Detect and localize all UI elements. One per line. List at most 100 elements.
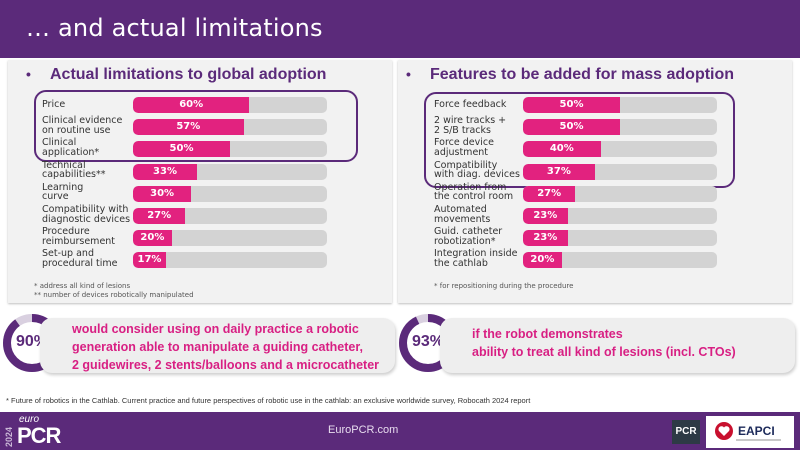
bar-fill xyxy=(523,230,568,247)
eapci-text: EAPCI xyxy=(738,424,775,438)
bar-fill xyxy=(133,208,186,224)
bar-label-line: procedural time xyxy=(42,257,118,269)
bar-label: Compatibility with diag. devices xyxy=(434,161,520,180)
bar-label-line: movements xyxy=(434,213,491,225)
bar-label-line: Operation from xyxy=(434,181,507,193)
features-heading: • Features to be added for mass adoption xyxy=(406,66,734,84)
logo-year-text: 2024 xyxy=(4,427,14,447)
bar-label-line: Set-up and xyxy=(42,248,94,260)
source-citation: * Future of robotics in the Cathlab. Cur… xyxy=(6,396,531,405)
bar-row: Clinical application* 50% xyxy=(8,138,392,160)
heart-icon xyxy=(715,422,733,440)
bar-label-line: Integration inside xyxy=(434,248,518,260)
bar-label-line: 2 S/B tracks xyxy=(434,124,491,136)
pcr-logo: PCR xyxy=(672,420,700,444)
bar-fill xyxy=(523,208,568,224)
logo-year: 2024 xyxy=(4,427,14,447)
bar-row: Price 60% xyxy=(8,94,392,116)
bar-value-label: 23% xyxy=(533,210,558,221)
bar-fill xyxy=(523,185,576,202)
bullet-icon: • xyxy=(406,66,411,82)
bar-label: Price xyxy=(42,100,65,110)
percent-label-93: 93% xyxy=(411,333,445,350)
features-heading-text: Features to be added for mass adoption xyxy=(430,66,735,83)
bar-label-line: Compatibility xyxy=(434,159,498,171)
bullet-icon: • xyxy=(26,66,31,82)
bar-fill xyxy=(523,119,620,136)
bar-label: Procedure reimbursement xyxy=(42,227,115,246)
bar-label-line: with diag. devices xyxy=(434,169,520,181)
callout-line: 2 guidewires, 2 stents/balloons and a mi… xyxy=(72,358,380,372)
bar-label-line: Force feedback xyxy=(434,99,507,110)
bar-label-line: Learning xyxy=(42,181,84,193)
bar-value-label: 27% xyxy=(537,187,562,199)
bar-fill xyxy=(523,163,595,180)
bar-row: Clinical evidence on routine use 57% xyxy=(8,116,392,138)
bar-fill xyxy=(133,230,172,247)
bar-track: 17% xyxy=(133,252,327,269)
bar-label: 2 wire tracks +2 S/B tracks xyxy=(434,116,506,135)
features-panel: • Features to be added for mass adoption … xyxy=(398,60,792,303)
bar-label-line: Technical xyxy=(42,159,86,171)
bar-label-line: the cathlab xyxy=(434,257,488,269)
bar-track: 27% xyxy=(523,185,717,202)
bar-value-label: 60% xyxy=(179,99,204,110)
limitations-footnote-2: ** number of devices robotically manipul… xyxy=(34,291,194,299)
slide-title: … and actual limitations xyxy=(26,14,323,42)
bar-label: Technical capabilities** xyxy=(42,161,106,180)
callout-line: would consider using on daily practice a… xyxy=(72,322,359,336)
bar-label-line: 2 wire tracks + xyxy=(434,115,507,127)
bar-label-line: curve xyxy=(42,191,69,203)
bar-label: Guid. catheter robotization* xyxy=(434,227,502,246)
bar-row: Learning curve 30% xyxy=(8,183,392,205)
bar-value-label: 37% xyxy=(546,165,571,177)
footer-url[interactable]: EuroPCR.com xyxy=(328,424,399,436)
callout-text: would consider using on daily practice a… xyxy=(72,320,379,374)
limitations-panel: • Actual limitations to global adoption P… xyxy=(8,60,392,303)
bar-fill xyxy=(523,141,601,158)
bar-track: 37% xyxy=(523,163,717,180)
limitations-footnote-1: * address all kind of lesions xyxy=(34,282,131,290)
callout-daily-practice: would consider using on daily practice a… xyxy=(40,318,395,373)
bar-track: 50% xyxy=(523,119,717,136)
bar-label: Clinical application* xyxy=(42,138,99,157)
bar-track: 33% xyxy=(133,163,327,180)
bar-row: Operation from the control room 27% xyxy=(398,183,792,205)
limitations-heading: • Actual limitations to global adoption xyxy=(26,66,326,84)
bar-track: 50% xyxy=(133,141,327,158)
callout-line: if the robot demonstrates xyxy=(472,327,623,341)
bar-value-label: 50% xyxy=(559,121,584,133)
bar-label: Operation from the control room xyxy=(434,183,513,202)
bar-label: Compatibility with diagnostic devices xyxy=(42,205,130,224)
bar-row: Set-up and procedural time 17% xyxy=(8,249,392,271)
bar-row: Guid. catheter robotization* 23% xyxy=(398,227,792,249)
bar-label-line: on routine use xyxy=(42,124,111,136)
bar-label: Force feedback xyxy=(434,100,506,110)
bar-label-line: Guid. catheter xyxy=(434,226,503,238)
bar-value-label: 57% xyxy=(176,121,201,133)
bar-row: Technical capabilities** 33% xyxy=(8,161,392,183)
limitations-heading-text: Actual limitations to global adoption xyxy=(50,66,327,83)
bar-fill xyxy=(133,97,250,113)
callout-lesions: if the robot demonstrates ability to tre… xyxy=(440,318,795,373)
bar-row: Integration inside the cathlab 20% xyxy=(398,249,792,271)
bar-value-label: 20% xyxy=(530,254,555,266)
bar-fill xyxy=(133,141,230,158)
bar-value-label: 27% xyxy=(147,210,172,221)
bar-label: Clinical evidence on routine use xyxy=(42,116,122,135)
bar-row: Compatibility with diagnostic devices 27% xyxy=(8,205,392,227)
bar-label-line: reimbursement xyxy=(42,235,116,247)
limitations-highlight-box xyxy=(34,90,358,162)
bar-label-line: the control room xyxy=(434,191,514,203)
bar-value-label: 50% xyxy=(559,99,584,110)
eapci-subtitle-line xyxy=(736,439,781,441)
bar-label-line: Force device xyxy=(434,137,494,149)
bar-label-line: Procedure xyxy=(42,226,90,238)
bar-track: 20% xyxy=(133,230,327,247)
europcr-logo: PCR xyxy=(17,423,61,448)
bar-value-label: 50% xyxy=(169,143,194,155)
bar-row: Automated movements 23% xyxy=(398,205,792,227)
bar-track: 60% xyxy=(133,97,327,113)
bar-value-label: 30% xyxy=(150,187,175,199)
bar-fill xyxy=(133,163,198,180)
